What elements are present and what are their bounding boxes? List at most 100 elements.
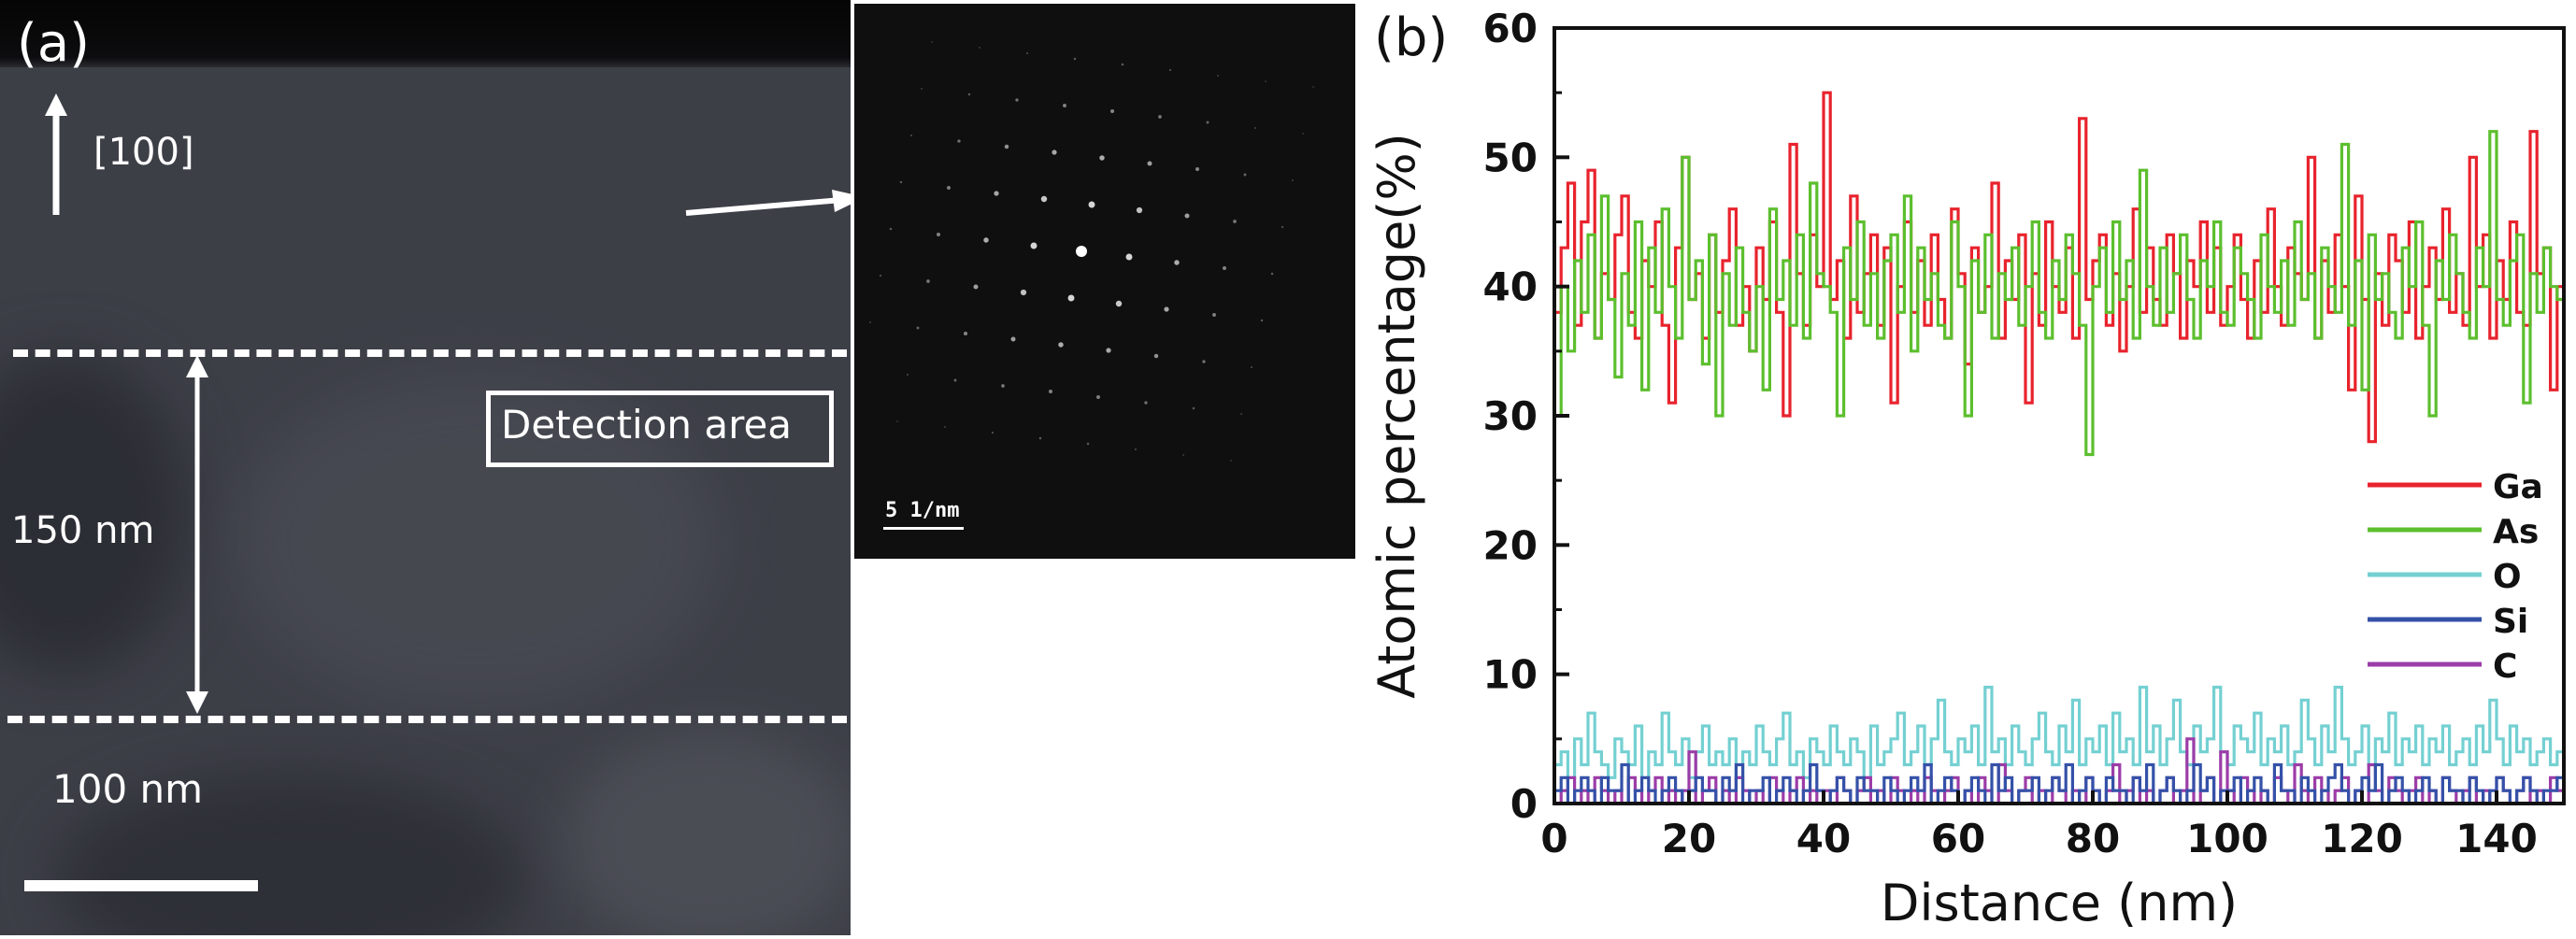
y-tick-label: 20 <box>1483 522 1538 568</box>
direction-arrow-icon <box>45 93 67 215</box>
x-tick-label: 140 <box>2455 816 2538 861</box>
series-line-ga <box>1554 91 2566 444</box>
pointer-arrow-icon <box>685 190 851 216</box>
thickness-arrow-icon <box>186 355 208 714</box>
diffraction-spot <box>1250 365 1253 369</box>
diffraction-spot <box>1067 294 1075 302</box>
diffraction-spot <box>1147 161 1152 166</box>
diffraction-spot <box>1076 246 1087 257</box>
scalebar <box>24 880 258 891</box>
protective-layer <box>0 0 851 67</box>
diffraction-spot <box>973 284 979 290</box>
diffraction-spot <box>947 186 951 190</box>
diffraction-spot <box>1233 220 1237 223</box>
diffraction-spot <box>1230 460 1232 462</box>
diffraction-spot <box>957 139 961 143</box>
diffraction-spot <box>1048 389 1053 394</box>
diffraction-spot <box>1086 442 1090 446</box>
lower-boundary-line <box>7 716 847 723</box>
diffraction-spot <box>1182 454 1184 456</box>
diffraction-spot <box>1158 115 1162 119</box>
diffraction-spot <box>1088 201 1095 208</box>
diffraction-spot <box>1217 75 1219 77</box>
diffraction-spot <box>1312 86 1314 88</box>
y-tick-label: 10 <box>1483 652 1538 698</box>
diffraction-spot <box>1243 173 1247 177</box>
diffraction-spot <box>983 237 989 243</box>
diffraction-pattern-inset: 5 1/nm <box>854 4 1355 559</box>
panel-b-label: (b) <box>1374 7 1449 68</box>
diffraction-spot <box>1063 104 1066 107</box>
diffraction-spot <box>1265 80 1267 82</box>
diffraction-spot <box>1038 436 1042 440</box>
diffraction-spot <box>869 321 871 323</box>
series-line-o <box>1554 685 2566 779</box>
y-tick-label: 0 <box>1510 781 1538 827</box>
x-tick-label: 40 <box>1796 816 1851 861</box>
scalebar-label: 100 nm <box>52 766 204 812</box>
diffraction-spot <box>1184 213 1190 219</box>
diffraction-spot <box>916 326 920 330</box>
inset-scalebar-label: 5 1/nm <box>885 499 960 522</box>
tem-image: (a) [100] 150 nm Detection area 100 nm <box>0 0 851 935</box>
diffraction-spot <box>1096 395 1100 399</box>
diffraction-spot <box>907 374 909 376</box>
diffraction-spot <box>1052 149 1057 155</box>
diffraction-spot <box>1109 108 1115 114</box>
y-axis-label: Atomic percentage(%) <box>1367 133 1426 699</box>
upper-boundary-line <box>13 349 847 357</box>
diffraction-spot <box>1144 401 1148 405</box>
x-tick-label: 100 <box>2186 816 2268 861</box>
diffraction-spot <box>1174 260 1180 265</box>
diffraction-spot <box>979 47 980 49</box>
thickness-label: 150 nm <box>11 509 155 552</box>
diffraction-spot <box>1292 179 1294 181</box>
series-line-si <box>1554 762 2566 805</box>
diffraction-spot <box>1106 348 1111 353</box>
diffraction-spot <box>937 233 940 236</box>
diffraction-spot <box>1125 253 1133 261</box>
x-tick-label: 80 <box>2066 816 2120 861</box>
diffraction-spot <box>1202 360 1206 363</box>
legend-label-c: C <box>2493 647 2517 686</box>
x-tick-label: 120 <box>2321 816 2403 861</box>
y-tick-label: 40 <box>1483 264 1538 310</box>
diffraction-spot <box>1015 98 1019 102</box>
diffraction-spot <box>1121 63 1124 66</box>
diffraction-spot <box>1134 448 1138 451</box>
diffraction-spot <box>1240 413 1242 415</box>
diffraction-spots <box>869 41 1314 462</box>
inset-scalebar <box>883 527 964 530</box>
diffraction-spot <box>1073 57 1077 61</box>
diffraction-spot <box>991 431 995 434</box>
diffraction-spot <box>1004 144 1009 149</box>
diffraction-spot <box>931 41 933 43</box>
legend-label-ga: Ga <box>2493 468 2543 506</box>
diffraction-spot <box>1025 51 1029 55</box>
diffraction-spot <box>1030 242 1038 249</box>
composition-chart: 0 10 20 30 40 50 60 0 20 40 60 80 100 120 140 Distance … <box>1346 0 2576 935</box>
diffraction-spot <box>994 191 999 196</box>
diffraction-spot <box>963 331 968 336</box>
diffraction-spot <box>1270 272 1274 276</box>
panel-a-label: (a) <box>17 13 91 74</box>
diffraction-spot <box>944 426 946 428</box>
detection-area-box <box>486 391 834 467</box>
diffraction-spot <box>1206 121 1209 124</box>
x-tick-label: 0 <box>1540 816 1567 861</box>
plot-frame <box>1553 26 2566 805</box>
diffraction-spot <box>1281 225 1284 229</box>
diffraction-spot <box>953 378 957 382</box>
diffraction-spot <box>921 88 923 90</box>
diffraction-spot <box>1302 133 1304 135</box>
diffraction-spot <box>1040 195 1048 203</box>
diffraction-spot <box>1099 155 1105 161</box>
direction-label: [100] <box>93 131 194 174</box>
diffraction-spot <box>1260 319 1264 322</box>
diffraction-spot <box>1001 384 1005 388</box>
series-line-as <box>1554 130 2566 457</box>
diffraction-spot <box>1212 313 1216 317</box>
x-tick-label: 20 <box>1662 816 1716 861</box>
diffraction-spot <box>926 279 930 283</box>
diffraction-spot <box>899 180 903 184</box>
